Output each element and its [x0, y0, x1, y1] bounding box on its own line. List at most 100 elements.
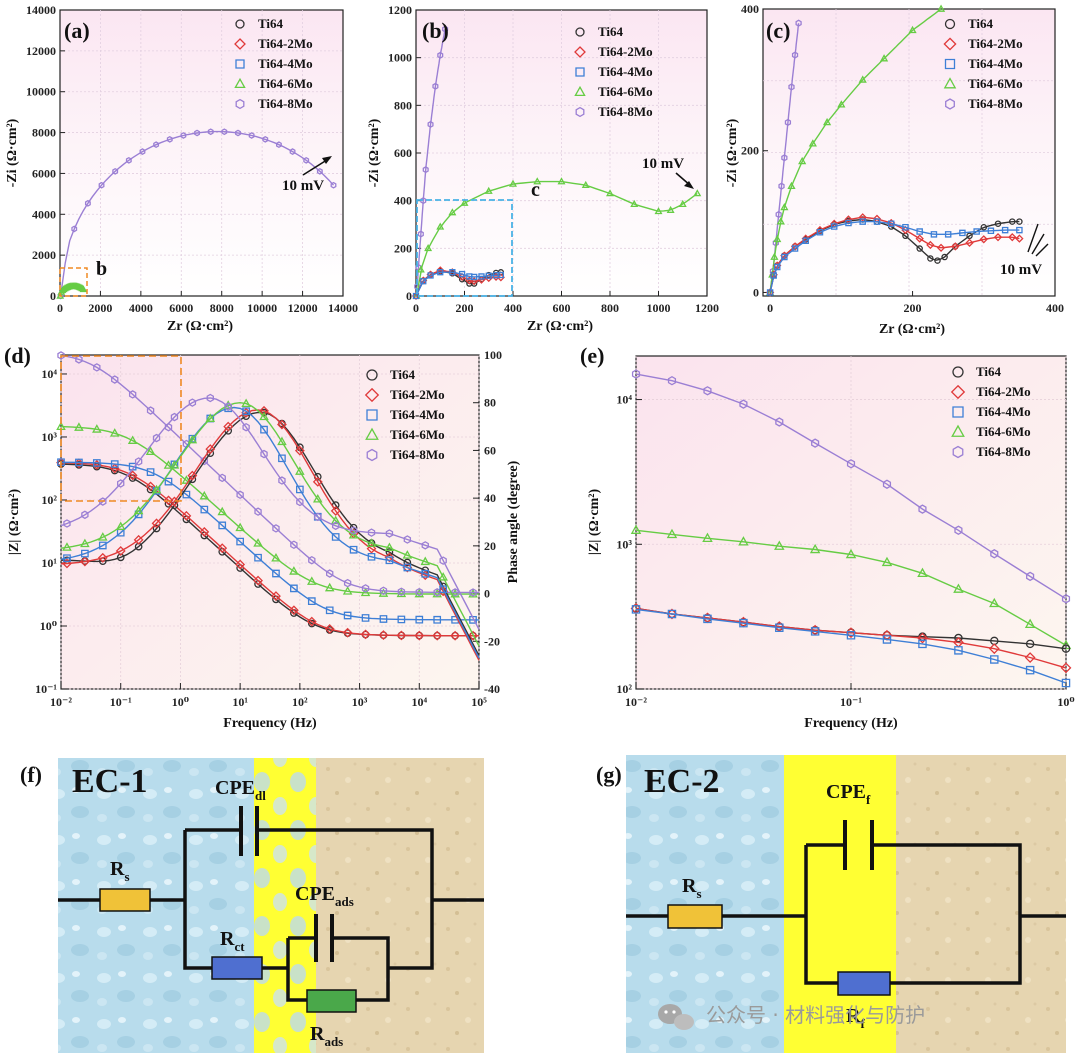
- phase-point-ti64-8mo: [260, 449, 268, 459]
- zoom-box-c: [416, 199, 513, 297]
- modulus-point-ti64-2mo: [450, 630, 461, 641]
- y-tick-label-d: 10⁰: [40, 619, 57, 633]
- point-b-ti64-6mo: [460, 198, 469, 206]
- annotation-10mv-a: 10 mV: [282, 178, 324, 194]
- point-b-ti64-4mo: [497, 271, 505, 279]
- phase-point-ti64-4mo: [63, 554, 71, 563]
- y-tick-label-e: 10⁴: [616, 393, 632, 407]
- phase-point-ti64-6mo: [295, 466, 305, 475]
- modulus-point-ti64-2mo: [378, 630, 389, 641]
- panel-g: (g) EC-2 CPEf Rs Rf 公众号 · 材料强化与防护: [596, 755, 1066, 1053]
- phase-point-ti64-8mo: [170, 412, 179, 422]
- y-tick-label-c: 200: [741, 144, 759, 158]
- point-c-ti64-4mo: [770, 272, 777, 279]
- point-e-ti64-8mo: [990, 549, 999, 559]
- phase-point-ti64-8mo: [314, 512, 322, 522]
- phase-point-ti64-4mo: [296, 485, 304, 494]
- modulus-point-ti64-8mo: [164, 422, 173, 432]
- point-c-ti64: [927, 255, 934, 262]
- point-a-ti64-8mo: [71, 225, 78, 233]
- point-b-ti64-6mo: [666, 205, 675, 213]
- point-b-ti64-6mo: [509, 179, 517, 187]
- modulus-point-ti64-4mo: [343, 611, 352, 620]
- modulus-point-ti64-8mo: [343, 578, 352, 588]
- y-tick-label-b: 200: [394, 241, 412, 255]
- x-tick-label-d: 10⁰: [172, 695, 189, 709]
- x-tick-label-b: 600: [553, 301, 571, 315]
- point-e-ti64-6mo: [1024, 618, 1036, 628]
- point-e-ti64-4mo: [990, 655, 999, 664]
- y-tick-label-a: 14000: [26, 3, 56, 17]
- phase-point-ti64-2mo: [187, 470, 198, 481]
- point-c-ti64-4mo: [944, 231, 952, 238]
- legend-label-d-ti64: Ti64: [390, 367, 416, 382]
- legend-marker-d-ti64-2mo: [364, 387, 380, 403]
- modulus-point-ti64-6mo: [432, 588, 442, 598]
- phase-point-ti64-4mo: [331, 533, 340, 541]
- x-tick-label-d: 10³: [352, 695, 368, 709]
- point-b-ti64-8mo: [417, 230, 424, 238]
- plot-a: [56, 128, 337, 300]
- phase-point-ti64-4mo: [260, 425, 268, 434]
- point-c-ti64-4mo: [766, 289, 774, 296]
- phase-point-ti64-2mo: [223, 421, 234, 432]
- x-tick-label-a: 0: [57, 301, 63, 315]
- phase-point-ti64-2mo: [205, 444, 216, 455]
- point-c-ti64-4mo: [987, 227, 995, 235]
- y2-tick-label-d: -40: [484, 682, 500, 696]
- panel-label-a: (a): [64, 18, 90, 43]
- modulus-point-ti64-6mo: [307, 576, 317, 585]
- phase-point-ti64-6mo: [277, 436, 287, 446]
- modulus-point-ti64-8mo: [200, 456, 209, 466]
- point-a-ti64-8mo: [139, 148, 146, 155]
- point-c-ti64-4mo: [959, 229, 966, 237]
- legend-label-a-ti64-4mo: Ti64-4Mo: [258, 56, 313, 71]
- phase-point-ti64-2mo: [384, 552, 395, 563]
- wechat-icon: [658, 1004, 694, 1030]
- y-axis-label-b: -Zi (Ω·cm²): [367, 118, 382, 187]
- modulus-point-ti64-8mo: [75, 355, 83, 364]
- resistor-rf: [837, 971, 891, 996]
- x-tick-label-b: 200: [456, 301, 474, 315]
- modulus-point-ti64-2mo: [324, 623, 335, 634]
- point-e-ti64-4mo: [882, 635, 892, 644]
- point-a-ti64-8mo: [84, 199, 91, 207]
- phase-point-ti64-2mo: [169, 496, 180, 507]
- point-e-ti64-8mo: [1026, 571, 1035, 582]
- y2-tick-label-d: -20: [484, 634, 500, 648]
- panel-label-b: (b): [422, 18, 449, 43]
- point-c-ti64: [1016, 218, 1023, 225]
- phase-point-ti64-6mo: [98, 532, 108, 541]
- point-c-ti64-8mo: [795, 19, 802, 27]
- modulus-point-ti64-4mo: [415, 615, 424, 624]
- phase-point-ti64-4mo: [81, 549, 89, 558]
- legend-label-d-ti64-4mo: Ti64-4Mo: [390, 407, 445, 422]
- phase-point-ti64-6mo: [115, 521, 126, 530]
- point-c-ti64-4mo: [930, 231, 938, 238]
- point-b-ti64-6mo: [654, 207, 663, 215]
- legend-marker-b-ti64-4mo: [575, 67, 585, 77]
- phase-point-ti64-6mo: [312, 494, 323, 503]
- legend-label-b-ti64-2mo: Ti64-2Mo: [598, 44, 653, 59]
- phase-point-ti64-8mo: [278, 476, 286, 485]
- point-b-ti64-6mo: [606, 189, 614, 197]
- phase-point-ti64-2mo: [133, 534, 144, 545]
- modulus-point-ti64-8mo: [415, 587, 423, 597]
- ticks-a: 0 2000 4000 6000 8000 10000 12000 14000 0 2000 400…: [26, 3, 358, 315]
- y-tick-label-d: 10⁻¹: [35, 682, 57, 696]
- phase-point-ti64-8mo: [99, 497, 107, 506]
- curve-b-ti64-8mo: [416, 28, 446, 287]
- point-e-ti64-4mo: [1061, 678, 1071, 688]
- legend-label-d-ti64-6mo: Ti64-6Mo: [390, 427, 445, 442]
- point-b-ti64-8mo: [432, 82, 439, 90]
- modulus-point-ti64-8mo: [128, 390, 137, 399]
- phase-point-ti64-6mo: [384, 542, 395, 552]
- point-e-ti64: [1061, 644, 1071, 653]
- legend-label-e-ti64: Ti64: [976, 364, 1002, 379]
- rct-label: Rct: [220, 928, 245, 954]
- y-axis-label-c: -Zi (Ω·cm²): [725, 118, 740, 187]
- y2-tick-label-d: 40: [484, 491, 496, 505]
- legend-marker-d-ti64-8mo: [366, 448, 378, 462]
- phase-point-ti64-6mo: [366, 538, 377, 547]
